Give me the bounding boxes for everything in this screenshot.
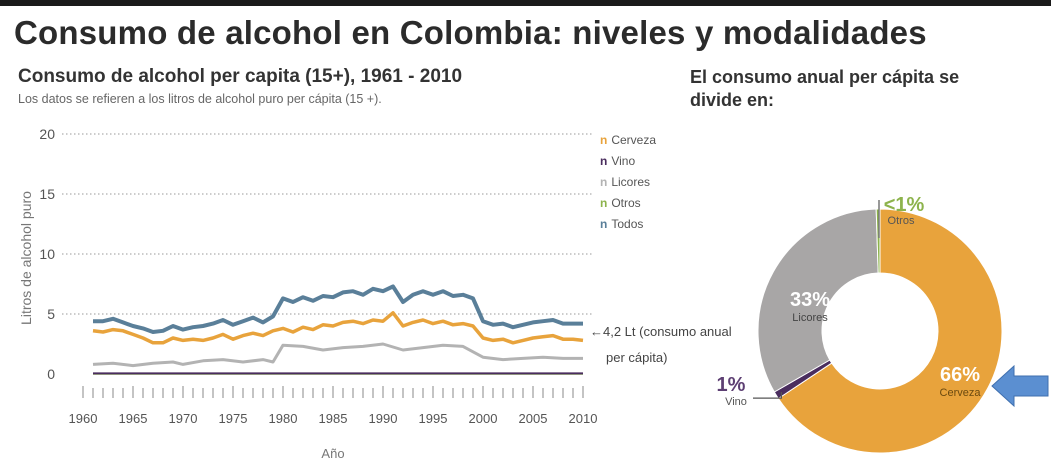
y-tick-label: 20 [39,126,55,142]
line-chart-title: Consumo de alcohol per capita (15+), 196… [18,66,463,87]
legend-marker: n [600,217,608,231]
pie-label-cerveza: Cerveza [940,387,982,399]
legend-label: Vino [611,154,636,168]
line-chart-legend: n Cerveza n Vino n Licores n Otros n Todos [600,130,656,235]
x-tick-label: 1960 [69,411,98,426]
pie-value-cerveza: 66% [940,364,980,386]
pie-value-otros: <1% [884,194,925,216]
legend-marker: n [600,175,608,189]
legend-marker: n [600,154,608,168]
pie-value-licores: 33% [790,289,830,311]
x-tick-label: 2000 [469,411,498,426]
x-tick-label: 1995 [419,411,448,426]
pie-slice-cerveza [777,208,1003,454]
y-tick-label: 5 [47,306,55,322]
pie-label-licores: Licores [792,312,828,324]
pie-label-otros: Otros [888,215,915,227]
legend-item-cerveza: n Cerveza [600,130,656,151]
x-tick-label: 1990 [369,411,398,426]
pie-label-vino: Vino [725,396,747,408]
x-tick-label: 1965 [119,411,148,426]
legend-label: Todos [611,217,644,231]
line-chart-subtitle: Los datos se refieren a los litros de al… [18,92,382,106]
legend-label: Otros [611,196,641,210]
legend-marker: n [600,133,608,147]
pie-slice-licores [757,208,879,393]
y-axis-label: Litros de alcohol puro [18,191,34,325]
series-line-licores [92,342,583,368]
y-tick-label: 15 [39,186,55,202]
pie-leader-vino [753,392,783,399]
x-tick-label: 1985 [319,411,348,426]
legend-item-vino: n Vino [600,151,656,172]
y-tick-label: 10 [39,246,55,262]
x-tick-label: 2005 [519,411,548,426]
pointer-arrow-icon [991,364,1049,408]
legend-item-todos: n Todos [600,214,656,235]
legend-label: Licores [611,175,651,189]
pie-chart-title: El consumo anual per cápita se divide en… [690,67,960,110]
page-title: Consumo de alcohol en Colombia: niveles … [14,14,927,51]
pie-value-vino: 1% [717,374,746,396]
series-line-cerveza [92,311,584,345]
x-tick-label: 1970 [169,411,198,426]
legend-label: Cerveza [611,133,657,147]
annotation-line1: ←4,2 Lt (consumo anual [590,324,732,339]
x-tick-label: 1980 [269,411,298,426]
annotation-line2: per cápita) [606,350,668,365]
annotation: ←4,2 Lt (consumo anual per cápita) [590,319,760,371]
y-tick-label: 0 [47,366,55,382]
legend-item-otros: n Otros [600,193,656,214]
top-rule [0,0,1051,6]
series-line-todos [93,284,583,334]
legend-item-licores: n Licores [600,172,656,193]
x-axis-label: Año [321,446,344,461]
x-tick-label: 1975 [219,411,248,426]
legend-marker: n [600,196,608,210]
x-tick-label: 2010 [569,411,598,426]
